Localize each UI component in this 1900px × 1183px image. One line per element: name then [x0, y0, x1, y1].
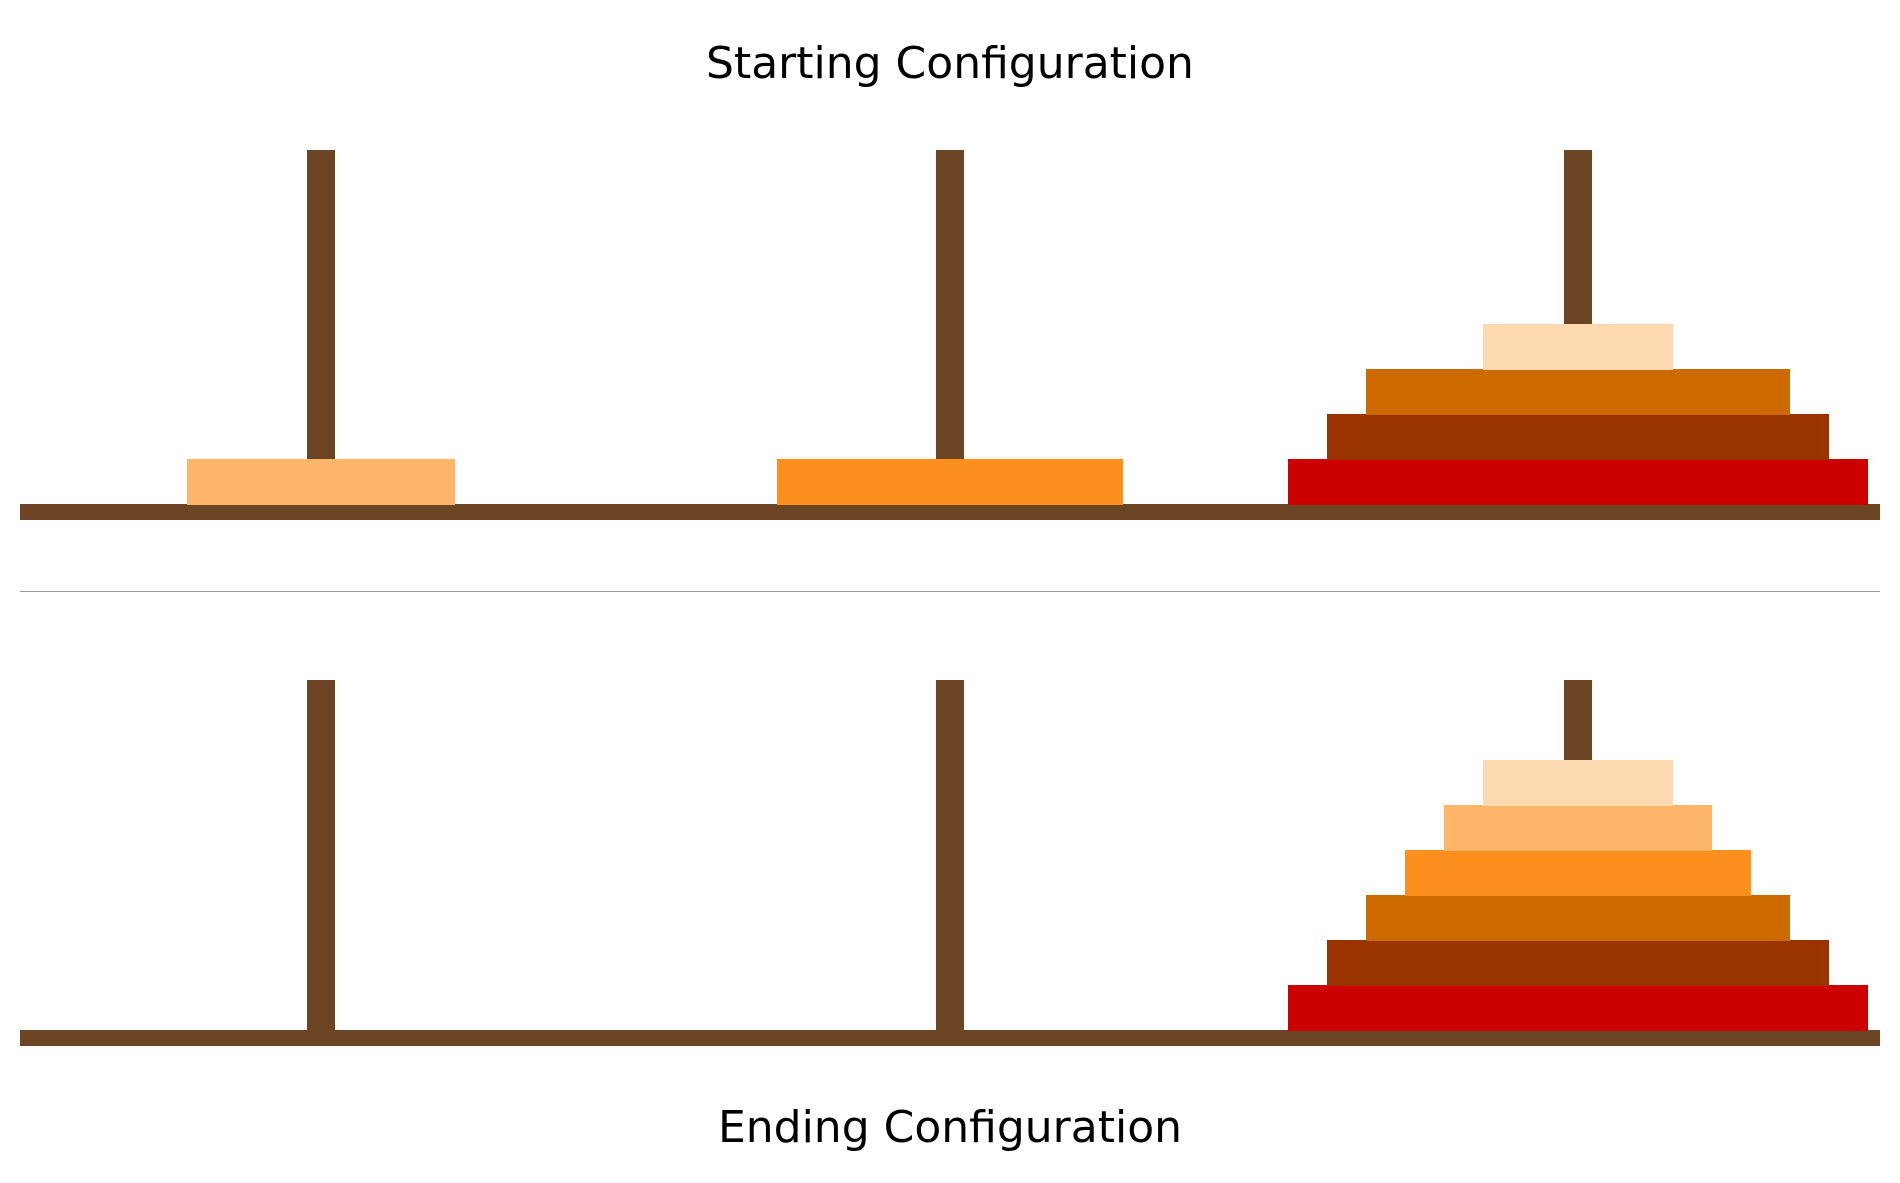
disk-size-3 [777, 459, 1123, 505]
ending-configuration-svg [20, 680, 1880, 1046]
disk-size-6 [1288, 459, 1868, 505]
starting-configuration-title: Starting Configuration [706, 38, 1194, 89]
base-board [20, 504, 1880, 520]
starting-configuration-svg [20, 150, 1880, 520]
peg-2 [936, 680, 964, 1030]
peg-1 [307, 680, 335, 1030]
peg-2 [936, 150, 964, 504]
disk-size-1 [1483, 760, 1673, 806]
disk-size-2 [1444, 805, 1712, 851]
disk-size-6 [1288, 985, 1868, 1031]
peg-1 [307, 150, 335, 504]
ending-configuration-title: Ending Configuration [717, 1102, 1183, 1153]
base-board [20, 1030, 1880, 1046]
disk-size-1 [1483, 324, 1673, 370]
disk-size-5 [1327, 414, 1829, 460]
disk-size-4 [1366, 369, 1790, 415]
disk-size-2 [187, 459, 455, 505]
starting-configuration-board [0, 0, 1900, 520]
section-divider [20, 591, 1880, 592]
disk-size-4 [1366, 895, 1790, 941]
disk-size-5 [1327, 940, 1829, 986]
disk-size-3 [1405, 850, 1751, 896]
ending-configuration-board [0, 528, 1900, 1048]
